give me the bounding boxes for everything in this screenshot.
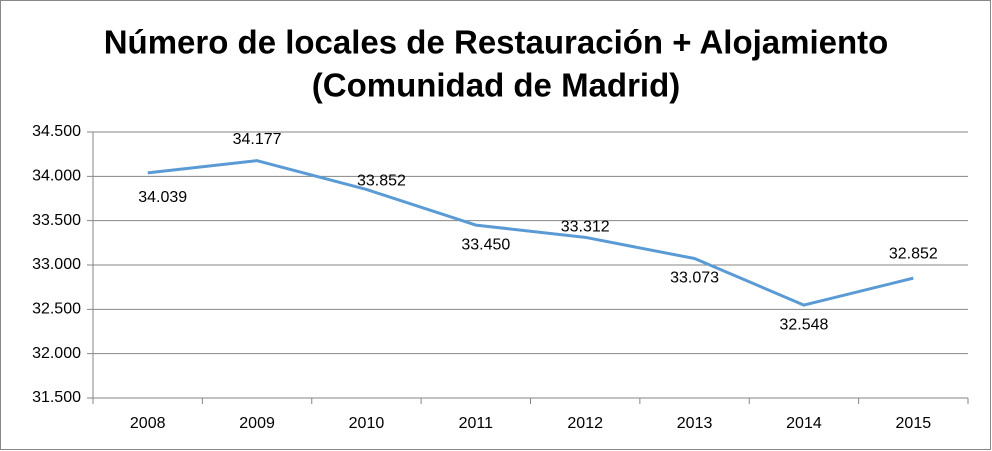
data-label: 34.039 <box>138 189 187 206</box>
chart-title: Número de locales de Restauración + Aloj… <box>104 24 889 61</box>
data-label: 33.073 <box>670 270 719 287</box>
x-tick-label: 2014 <box>786 415 822 432</box>
data-label: 33.312 <box>561 219 610 236</box>
x-tick-label: 2013 <box>677 415 713 432</box>
data-label: 32.548 <box>779 316 828 333</box>
x-tick-label: 2009 <box>239 415 275 432</box>
data-label: 34.177 <box>233 131 282 148</box>
data-label: 33.852 <box>357 173 406 190</box>
data-label: 33.450 <box>461 236 510 253</box>
y-tick-label: 34.500 <box>32 123 81 140</box>
y-tick-label: 33.000 <box>32 256 81 273</box>
x-tick-label: 2011 <box>459 415 494 432</box>
y-tick-label: 31.500 <box>32 389 81 406</box>
y-tick-label: 33.500 <box>32 212 81 229</box>
x-tick-label: 2012 <box>567 415 603 432</box>
chart-title: (Comunidad de Madrid) <box>312 67 680 104</box>
series-line <box>147 159 914 307</box>
y-tick-label: 32.500 <box>32 301 81 318</box>
data-label: 32.852 <box>889 245 938 262</box>
x-tick-label: 2015 <box>896 415 932 432</box>
x-tick-label: 2010 <box>349 415 385 432</box>
y-tick-label: 32.000 <box>32 345 81 362</box>
y-tick-label: 34.000 <box>32 168 81 185</box>
x-tick-label: 2008 <box>130 415 166 432</box>
